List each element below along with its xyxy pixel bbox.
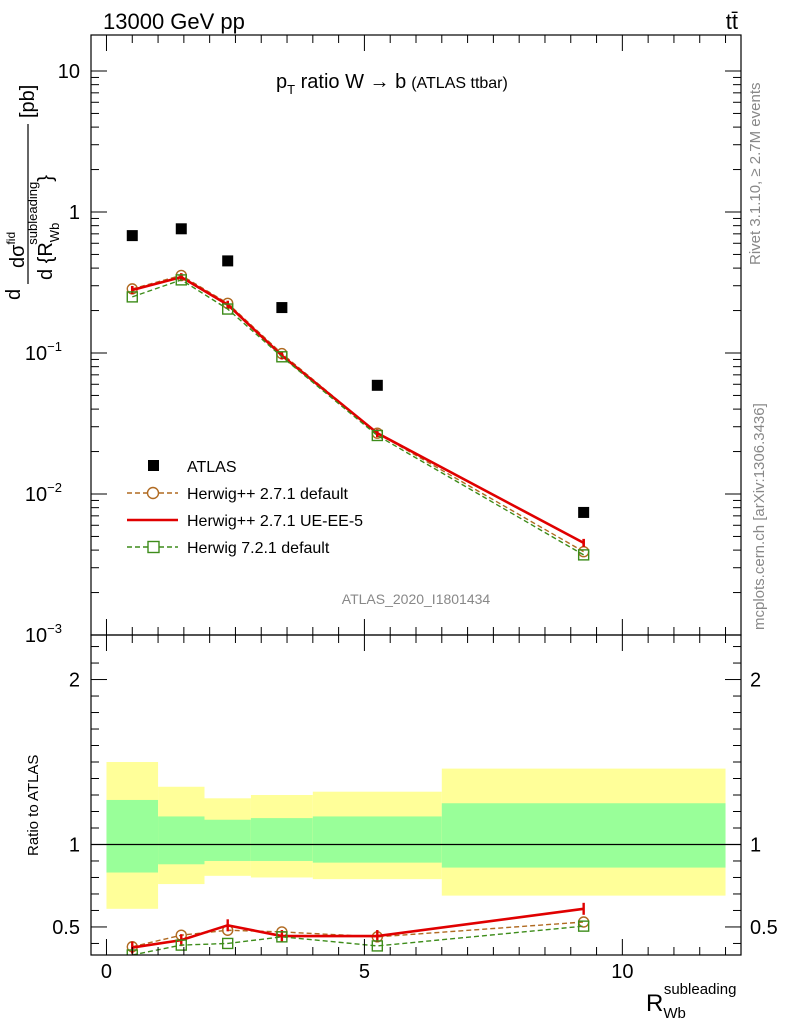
legend-label-2: Herwig++ 2.7.1 UE-EE-5 [187, 513, 363, 530]
ylabel-unit: [pb] [17, 85, 39, 118]
title-main: p [276, 71, 287, 93]
analysis-label: ATLAS_2020_I1801434 [342, 591, 491, 607]
ratio-ytick-label: 1 [69, 834, 80, 856]
title-sub: T [287, 82, 295, 97]
ylabel-den-sup: subleading [25, 182, 40, 245]
ratio-ylabel: Ratio to ATLAS [25, 755, 42, 856]
side-rivet-label: Rivet 3.1.10, ≥ 2.7M events [747, 83, 764, 266]
ratio-herwig721-point [175, 939, 187, 951]
ratio-herwig721-point [371, 940, 384, 952]
title-small: (ATLAS ttbar) [411, 75, 508, 92]
ratio-xtick-label: 5 [359, 961, 370, 983]
ylabel-num-sup: fid [4, 232, 18, 245]
herwigpp-default-point [577, 545, 590, 558]
main-panel: 10 1 10−1 10−2 10−3 ATLAS Herwig++ 2.7.1 defau… [25, 34, 742, 647]
main-ytick-exp: −2 [47, 480, 62, 495]
main-ytick-label: 10−1 [25, 339, 62, 365]
xlabel-main: R [646, 990, 663, 1017]
main-ytick-label: 1 [69, 202, 80, 224]
main-ylabel: d dσfid d {RWb subleading} [pb] [3, 85, 62, 300]
herwig721-point [371, 429, 384, 442]
ratio-ytick-label-right: 0.5 [750, 917, 778, 939]
legend-marker-atlas [148, 460, 159, 471]
band-inner-3 [250, 818, 313, 861]
side-mcplots-label: mcplots.cern.ch [arXiv:1306.3436] [751, 403, 768, 630]
legend-label-1: Herwig++ 2.7.1 default [187, 486, 349, 503]
herwig721-point [222, 303, 234, 315]
band-inner-4 [312, 816, 442, 863]
xlabel-sup: subleading [664, 981, 737, 998]
ratio-ytick-label-right: 2 [750, 670, 761, 692]
legend-marker-square [147, 540, 160, 554]
atlas-point [578, 506, 590, 518]
ratio-ytick-label: 2 [69, 670, 80, 692]
ratio-herwig721-point [276, 931, 288, 943]
ylabel-den-end: } [35, 175, 57, 182]
ratio-herwig721-point [577, 920, 590, 932]
ylabel-d: d [3, 289, 25, 300]
ratio-xlabel: RWb subleading [646, 981, 736, 1022]
herwig721-point [126, 291, 138, 303]
band-inner-0 [106, 799, 159, 873]
ratio-ytick-label-right: 1 [750, 834, 761, 856]
header-left-label: 13000 GeV pp [103, 9, 245, 34]
main-series-line-1 [132, 274, 585, 553]
atlas-point [371, 379, 383, 391]
herwig721-point [175, 274, 187, 286]
title-rest: ratio W → b [295, 71, 406, 93]
atlas-point [126, 230, 138, 242]
band-inner-1 [158, 816, 205, 865]
herwig721-point [577, 549, 590, 561]
main-ytick-exp: −3 [47, 621, 62, 636]
ratio-ytick-label: 0.5 [52, 917, 80, 939]
band-inner-2 [204, 819, 251, 861]
main-title: pT ratio W → b (ATLAS ttbar) [276, 71, 508, 97]
main-ytick-label: 10−3 [25, 621, 62, 647]
ratio-xtick-label: 0 [101, 961, 112, 983]
legend-marker-circle [146, 486, 160, 500]
atlas-point [175, 223, 187, 235]
ratio-herwig721-point [222, 937, 234, 950]
legend-label-3: Herwig 7.2.1 default [187, 540, 330, 557]
ratio-series-line-2 [132, 925, 584, 955]
header-right-label: tt̄ [726, 9, 738, 34]
ylabel-den: d {RWb subleading} [25, 175, 62, 280]
main-ytick-label: 10 [58, 61, 80, 83]
ratio-series-line-1 [132, 907, 584, 949]
ratio-xtick-label: 10 [611, 961, 633, 983]
band-inner-5 [441, 803, 726, 868]
legend-label-0: ATLAS [187, 459, 237, 476]
ratio-plot-area [91, 762, 741, 955]
main-series-line-2 [131, 275, 585, 545]
ylabel-num-text: dσ [7, 244, 29, 268]
ylabel-den-text: d {R [35, 242, 57, 280]
ylabel-num: dσfid [4, 232, 29, 268]
ylabel-den-sub: Wb [47, 223, 62, 243]
main-ytick-label: 10−2 [25, 480, 62, 506]
atlas-point [222, 255, 234, 267]
main-series-line-3 [132, 279, 585, 556]
main-ytick-exp: −1 [47, 339, 62, 354]
ratio-panel: 2 2 1 1 0.5 0.5 0 5 10 [52, 634, 778, 983]
herwig721-point [276, 351, 288, 363]
atlas-point [276, 302, 288, 314]
xlabel-sub: Wb [663, 1005, 686, 1022]
